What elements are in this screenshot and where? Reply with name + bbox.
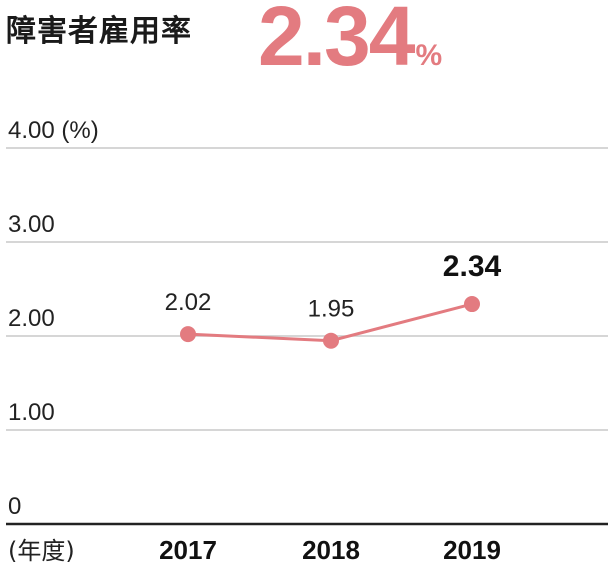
headline-unit: % xyxy=(415,39,443,72)
data-point xyxy=(464,296,480,313)
headline-rate: 2.34% xyxy=(258,0,442,78)
data-point xyxy=(323,332,339,349)
x-tick-label: 2018 xyxy=(302,535,360,565)
y-tick-label: 2.00 xyxy=(8,305,55,332)
x-tick-label: 2017 xyxy=(159,535,217,565)
data-point xyxy=(180,326,196,343)
y-tick-label: 3.00 xyxy=(8,211,55,238)
y-tick-label: 4.00 (%) xyxy=(8,117,99,144)
data-label: 2.34 xyxy=(443,250,502,283)
x-tick-label: 2019 xyxy=(443,535,501,565)
data-label: 1.95 xyxy=(308,296,355,323)
headline-value: 2.34 xyxy=(258,0,415,83)
x-axis-label: (年度) xyxy=(8,537,75,565)
data-label: 2.02 xyxy=(165,289,212,316)
y-tick-label: 0 xyxy=(8,493,21,520)
chart-title: 障害者雇用率 xyxy=(6,14,192,49)
y-tick-label: 1.00 xyxy=(8,399,55,426)
